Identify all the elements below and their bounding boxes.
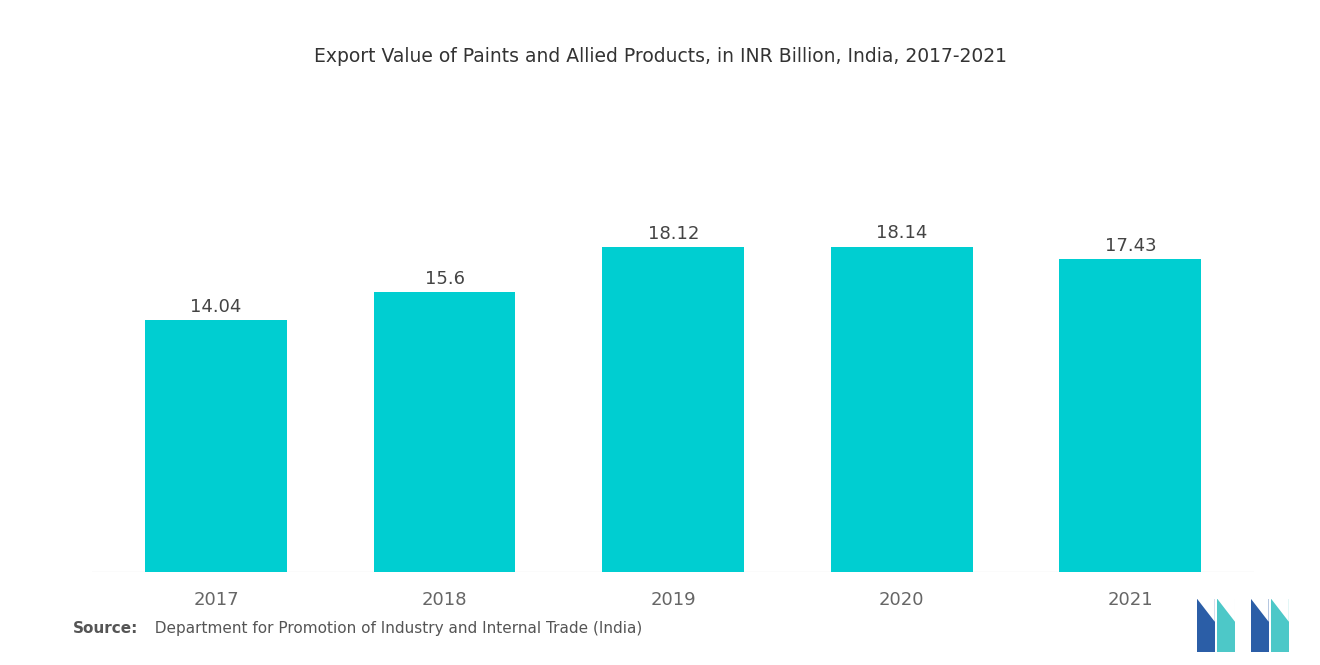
Polygon shape bbox=[1217, 598, 1236, 652]
Bar bbox=[145, 321, 286, 572]
Polygon shape bbox=[1251, 598, 1269, 622]
Text: 15.6: 15.6 bbox=[425, 270, 465, 288]
Text: 18.14: 18.14 bbox=[876, 224, 928, 242]
Polygon shape bbox=[1197, 598, 1214, 622]
Text: 17.43: 17.43 bbox=[1105, 237, 1156, 255]
Bar bbox=[830, 247, 973, 572]
Bar bbox=[1060, 259, 1201, 572]
Polygon shape bbox=[1271, 598, 1288, 652]
Text: Export Value of Paints and Allied Products, in INR Billion, India, 2017-2021: Export Value of Paints and Allied Produc… bbox=[314, 47, 1006, 66]
Polygon shape bbox=[1251, 598, 1269, 652]
Bar bbox=[602, 247, 744, 572]
Polygon shape bbox=[1271, 598, 1288, 622]
Text: 14.04: 14.04 bbox=[190, 298, 242, 316]
Polygon shape bbox=[1197, 598, 1214, 652]
Text: Department for Promotion of Industry and Internal Trade (India): Department for Promotion of Industry and… bbox=[145, 621, 643, 636]
Text: 18.12: 18.12 bbox=[648, 225, 698, 243]
Bar bbox=[374, 292, 516, 572]
Polygon shape bbox=[1217, 598, 1236, 622]
Text: Source:: Source: bbox=[73, 621, 139, 636]
